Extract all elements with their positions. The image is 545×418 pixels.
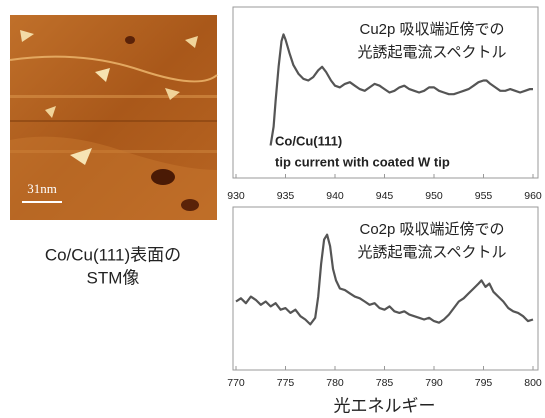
x-tick-label: 785 (376, 377, 394, 389)
x-tick-label: 800 (524, 377, 542, 389)
x-tick-label: 770 (227, 377, 245, 389)
x-tick-label: 955 (475, 190, 493, 202)
x-tick-label: 795 (475, 377, 493, 389)
x-tick-label: 775 (277, 377, 295, 389)
x-tick-label: 940 (326, 190, 344, 202)
stm-pit (151, 169, 175, 185)
x-axis-label: 光エネルギー (334, 396, 436, 415)
chart-title: Cu2p 吸収端近傍での (359, 21, 504, 38)
x-tick-label: 950 (425, 190, 443, 202)
x-tick-label: 945 (376, 190, 394, 202)
image-caption: Co/Cu(111)表面の (45, 245, 181, 264)
x-tick-label: 790 (425, 377, 443, 389)
chart-title: Co2p 吸収端近傍での (359, 221, 504, 238)
stm-pit (125, 36, 135, 44)
chart-title: 光誘起電流スペクトル (358, 244, 507, 261)
scale-label: 31nm (27, 181, 57, 196)
annotation: Co/Cu(111) (275, 133, 342, 148)
chart-title: 光誘起電流スペクトル (358, 44, 507, 61)
figure: 31nm Co/Cu(111)表面の STM像 930 935 940 945 950 9… (0, 0, 545, 418)
x-tick-label: 960 (524, 190, 542, 202)
stm-streak (10, 95, 217, 98)
image-caption: STM像 (87, 268, 140, 287)
stm-streak (10, 120, 217, 122)
x-tick-label: 935 (277, 190, 295, 202)
annotation: tip current with coated W tip (275, 154, 450, 169)
stm-pit (181, 199, 199, 211)
x-tick-label: 780 (326, 377, 344, 389)
x-tick-label: 930 (227, 190, 245, 202)
stm-image: 31nm (10, 15, 217, 220)
